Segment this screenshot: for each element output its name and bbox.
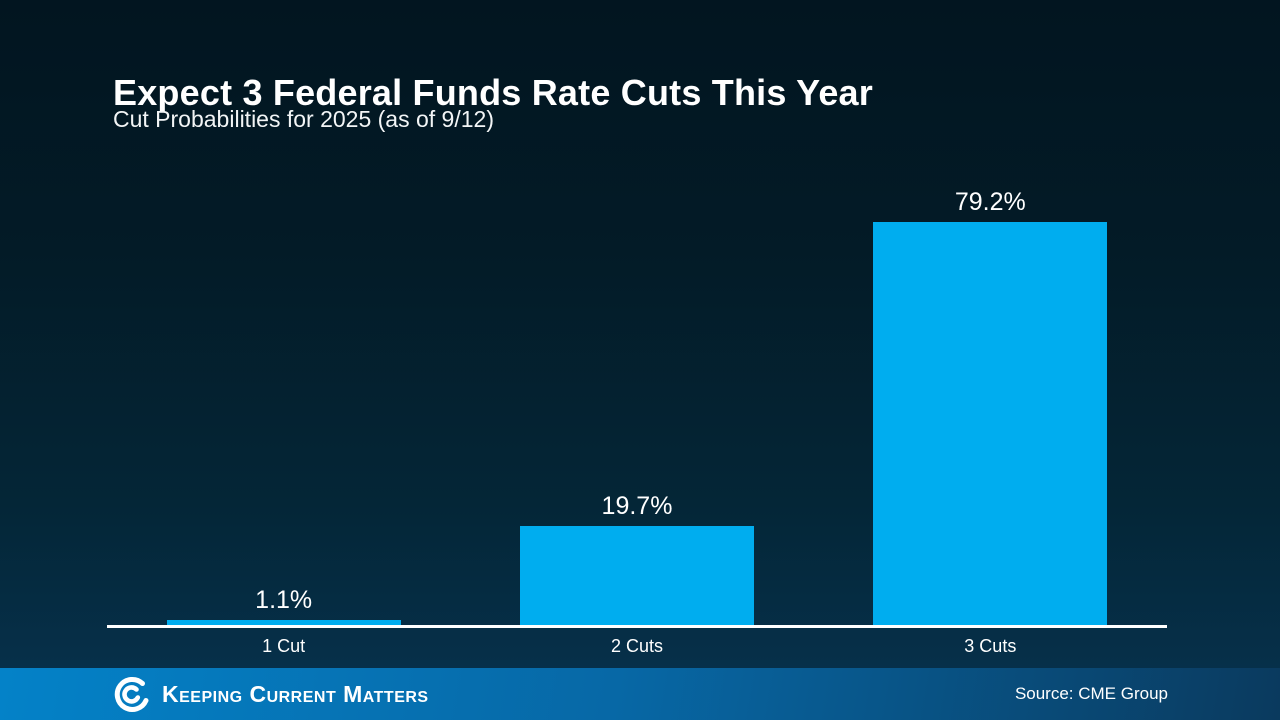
bar-value-label: 1.1% — [255, 586, 313, 614]
page-title: Expect 3 Federal Funds Rate Cuts This Ye… — [113, 72, 873, 114]
source-note: Source: CME Group — [1014, 684, 1168, 703]
footer: Keeping Current Matters Source: CME Grou… — [0, 668, 1280, 720]
bar-group: 79.2% — [814, 116, 1167, 626]
plot-area: 1.1% 19.7% 79.2% — [107, 116, 1167, 626]
bar-value-label: 79.2% — [954, 188, 1026, 216]
x-axis-label: 2 Cuts — [610, 636, 663, 656]
x-axis-line — [107, 625, 1167, 628]
brand-name: Keeping Current Matters — [162, 680, 429, 707]
x-axis-label: 3 Cuts — [964, 636, 1017, 656]
bar-group: 19.7% — [460, 116, 813, 626]
brand-logo: Keeping Current Matters — [112, 668, 429, 720]
bar-value-label: 19.7% — [601, 492, 673, 520]
bar — [166, 620, 401, 626]
x-axis-label: 1 Cut — [262, 636, 306, 656]
bar — [873, 222, 1108, 626]
bar-group: 1.1% — [107, 116, 460, 626]
page-subtitle: Cut Probabilities for 2025 (as of 9/12) — [113, 106, 494, 132]
x-axis-labels: 1 Cut 2 Cuts 3 Cuts — [107, 636, 1167, 657]
bar — [519, 526, 754, 626]
kcm-swirl-icon — [114, 677, 149, 712]
